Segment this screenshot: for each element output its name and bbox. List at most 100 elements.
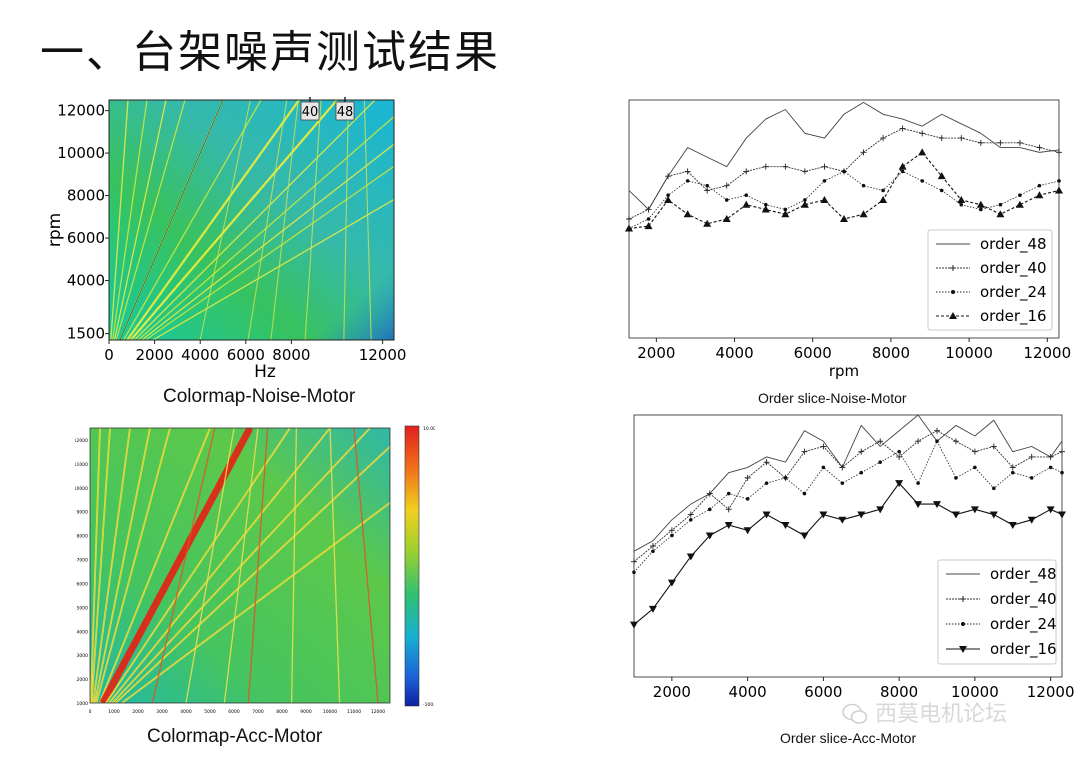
point-order_40 xyxy=(1009,464,1016,471)
legend-marker-order_40 xyxy=(950,265,956,271)
point-order_24 xyxy=(705,183,709,188)
order-line-48 xyxy=(130,100,338,340)
point-order_24 xyxy=(1010,470,1015,475)
point-order_40 xyxy=(743,168,750,175)
point-order_40 xyxy=(1059,448,1065,455)
point-order_40 xyxy=(704,187,711,194)
order-line-16-core xyxy=(96,428,171,703)
point-order_16 xyxy=(743,527,752,535)
point-order_40 xyxy=(801,168,808,175)
resonance-line xyxy=(199,100,251,340)
point-order_16 xyxy=(781,210,790,218)
point-order_40 xyxy=(977,139,984,146)
point-order_16 xyxy=(722,215,731,222)
series-order_16 xyxy=(633,482,1063,626)
y-tick-label: 5000 xyxy=(77,605,89,611)
point-order_16 xyxy=(667,579,676,587)
x-tick-label: 4000 xyxy=(715,344,753,362)
order-line-16 xyxy=(115,100,186,340)
point-order_24 xyxy=(1037,183,1042,188)
point-order_24 xyxy=(764,481,769,485)
point-order_40 xyxy=(1016,139,1023,146)
point-order_24 xyxy=(897,449,901,454)
y-tick-label: 8000 xyxy=(77,534,89,540)
series-order_48 xyxy=(628,101,1060,211)
order-line-12 xyxy=(113,100,167,340)
x-tick-label: 12000 xyxy=(359,346,407,364)
point-order_16 xyxy=(703,219,712,227)
point-order_24 xyxy=(821,465,826,470)
point-order_16 xyxy=(686,553,695,561)
order-line-40-core xyxy=(105,428,291,703)
point-order_24 xyxy=(916,481,920,485)
legend-label-order_48: order_48 xyxy=(980,235,1047,254)
x-tick-label: 6000 xyxy=(794,344,832,362)
x-tick-label: 0 xyxy=(104,346,114,364)
watermark: 西莫电机论坛 xyxy=(842,696,1007,728)
point-order_40 xyxy=(839,464,846,471)
legend-label-order_40: order_40 xyxy=(980,259,1047,278)
order-line-24-core xyxy=(99,428,211,703)
point-order_40 xyxy=(820,443,827,450)
point-order_40 xyxy=(665,173,672,180)
point-order_40 xyxy=(952,438,959,445)
point-order_24 xyxy=(998,202,1003,207)
point-order_24 xyxy=(632,570,636,574)
point-order_16 xyxy=(1046,506,1055,514)
series-order_40 xyxy=(633,430,1063,563)
slide-title: 一、台架噪声测试结果 xyxy=(40,27,500,78)
point-order_40 xyxy=(1056,149,1062,156)
y-tick-label: 9000 xyxy=(77,510,89,516)
point-order_16 xyxy=(895,480,904,488)
y-tick-label: 12000 xyxy=(75,438,88,444)
x-tick-label: 12000 xyxy=(371,709,385,715)
colormap-noise-ylabel: rpm xyxy=(45,213,65,247)
wechat-icon xyxy=(842,703,868,724)
point-order_24 xyxy=(707,507,712,512)
point-order_24 xyxy=(973,465,977,470)
point-order_40 xyxy=(858,448,865,455)
point-order_24 xyxy=(859,470,864,475)
point-order_24 xyxy=(783,476,788,480)
order-line-12-core xyxy=(94,428,151,703)
point-order_24 xyxy=(1018,193,1022,197)
point-order_24 xyxy=(802,491,807,496)
colormap-acc-colorbar xyxy=(404,425,420,707)
point-order_40 xyxy=(782,163,789,170)
y-tick-label: 1500 xyxy=(67,325,105,343)
point-order_24 xyxy=(920,179,924,183)
x-tick-label: 8000 xyxy=(276,709,288,715)
order-line-96 xyxy=(152,198,394,340)
point-order_40 xyxy=(645,206,652,213)
point-order_40 xyxy=(880,135,887,142)
point-order_24 xyxy=(1057,179,1061,183)
point-order_16 xyxy=(859,210,868,218)
caption-colormap-acc: Colormap-Acc-Motor xyxy=(147,726,323,747)
x-tick-label: 10000 xyxy=(945,344,993,362)
order-line-72 xyxy=(141,143,394,340)
point-order_24 xyxy=(840,481,845,485)
resonance-line xyxy=(329,428,341,703)
point-order_16 xyxy=(840,215,848,222)
point-order_40 xyxy=(1028,453,1035,460)
point-order_16 xyxy=(989,511,998,519)
point-order_40 xyxy=(706,490,713,497)
x-tick-label: 12000 xyxy=(1027,683,1075,701)
point-order_24 xyxy=(878,460,882,464)
point-order_16 xyxy=(996,210,1005,218)
y-tick-label: 2000 xyxy=(77,677,89,683)
point-order_16 xyxy=(705,532,714,540)
point-order_16 xyxy=(819,511,828,519)
x-tick-label: 10000 xyxy=(323,709,337,715)
x-tick-label: 6000 xyxy=(227,346,265,364)
point-order_24 xyxy=(959,202,964,207)
colormap-noise-xlabel: Hz xyxy=(254,362,276,382)
caption-colormap-noise: Colormap-Noise-Motor xyxy=(163,386,356,407)
x-tick-label: 10000 xyxy=(951,683,999,701)
point-order_40 xyxy=(668,527,675,534)
point-order_40 xyxy=(915,438,922,445)
point-order_16 xyxy=(630,621,638,629)
point-order_40 xyxy=(938,135,945,142)
resonance-line xyxy=(343,100,349,340)
point-order_16 xyxy=(857,511,866,519)
